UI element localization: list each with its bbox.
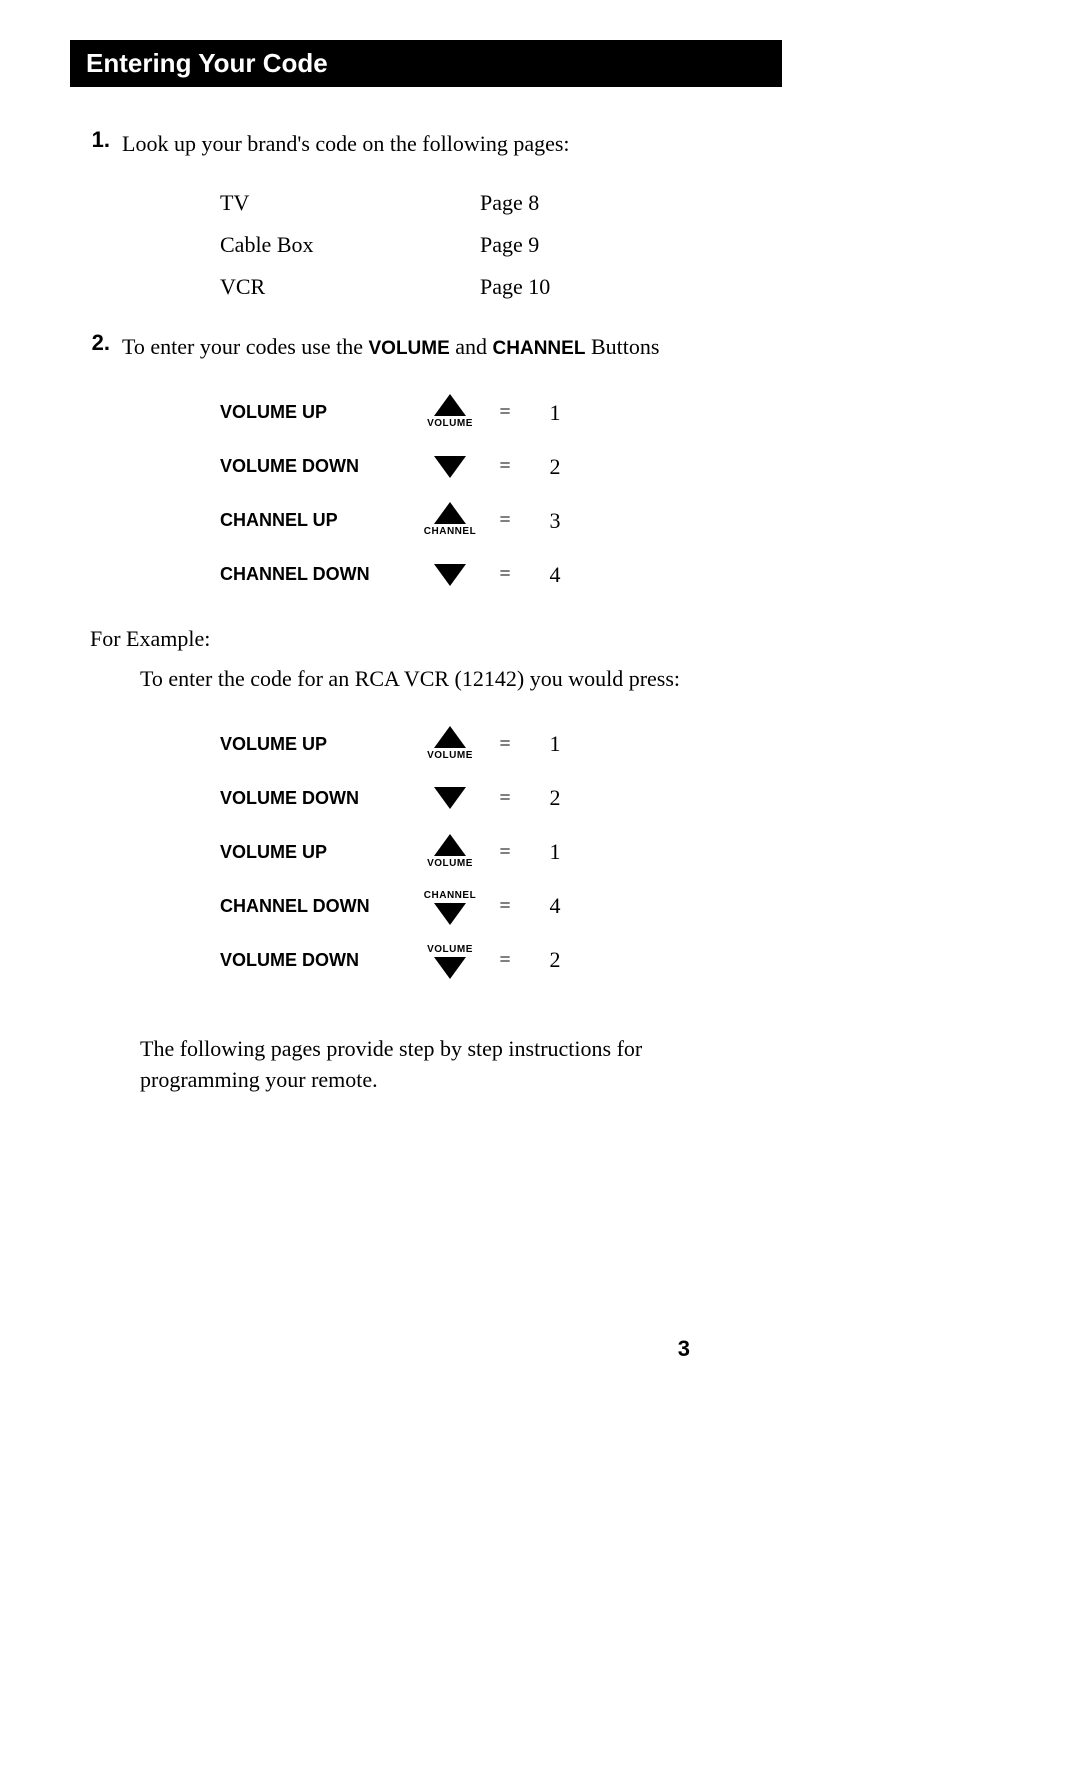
table-row: VOLUME DOWN VOLUME =2 bbox=[220, 936, 1010, 984]
equals-sign: = bbox=[480, 401, 530, 424]
example-line: To enter the code for an RCA VCR (12142)… bbox=[140, 664, 1010, 695]
button-label: VOLUME DOWN bbox=[220, 950, 420, 971]
equals-sign: = bbox=[480, 563, 530, 586]
text-part: To enter your codes use the bbox=[122, 334, 369, 359]
digit-value: 1 bbox=[530, 839, 580, 865]
table-row: TV Page 8 bbox=[220, 190, 1010, 216]
closing-text: The following pages provide step by step… bbox=[140, 1034, 760, 1096]
button-label: VOLUME UP bbox=[220, 842, 420, 863]
digit-value: 2 bbox=[530, 454, 580, 480]
section-header: Entering Your Code bbox=[70, 40, 782, 87]
triangle-up-icon: VOLUME bbox=[420, 834, 480, 871]
triangle-down-icon bbox=[434, 787, 466, 809]
example-button-table: VOLUME UPVOLUME=1VOLUME DOWN=2VOLUME UPV… bbox=[220, 720, 1010, 984]
button-label: VOLUME UP bbox=[220, 734, 420, 755]
table-row: Cable Box Page 9 bbox=[220, 232, 1010, 258]
triangle-up-icon bbox=[434, 726, 466, 748]
icon-caption: VOLUME bbox=[427, 418, 473, 429]
step-number: 1. bbox=[70, 127, 110, 153]
digit-value: 3 bbox=[530, 508, 580, 534]
brand-name: Cable Box bbox=[220, 232, 480, 258]
triangle-up-icon: VOLUME bbox=[420, 726, 480, 763]
brand-page: Page 8 bbox=[480, 190, 600, 216]
table-row: VOLUME DOWN =2 bbox=[220, 774, 1010, 822]
triangle-down-icon: CHANNEL bbox=[420, 888, 480, 925]
triangle-down-icon bbox=[434, 456, 466, 478]
bold-text: VOLUME bbox=[369, 338, 450, 359]
brand-page: Page 10 bbox=[480, 274, 600, 300]
digit-value: 2 bbox=[530, 785, 580, 811]
table-row: CHANNEL UP CHANNEL =3 bbox=[220, 497, 1010, 545]
equals-sign: = bbox=[480, 509, 530, 532]
equals-sign: = bbox=[480, 787, 530, 810]
icon-caption: VOLUME bbox=[427, 858, 473, 869]
equals-sign: = bbox=[480, 455, 530, 478]
icon-caption: VOLUME bbox=[427, 750, 473, 761]
triangle-down-icon bbox=[434, 957, 466, 979]
digit-value: 4 bbox=[530, 562, 580, 588]
icon-caption: VOLUME bbox=[427, 944, 473, 955]
button-label: VOLUME DOWN bbox=[220, 788, 420, 809]
brand-name: TV bbox=[220, 190, 480, 216]
step-1: 1. Look up your brand's code on the foll… bbox=[70, 127, 1010, 160]
digit-value: 1 bbox=[530, 731, 580, 757]
triangle-down-icon bbox=[434, 903, 466, 925]
digit-value: 2 bbox=[530, 947, 580, 973]
triangle-up-icon: CHANNEL bbox=[420, 502, 480, 539]
button-label: CHANNEL UP bbox=[220, 510, 420, 531]
button-mapping-table: VOLUME UPVOLUME=1VOLUME DOWN=2CHANNEL UP… bbox=[220, 389, 1010, 599]
step-text: Look up your brand's code on the followi… bbox=[122, 127, 1010, 160]
triangle-up-icon bbox=[434, 394, 466, 416]
icon-caption: CHANNEL bbox=[424, 890, 476, 901]
triangle-down-icon bbox=[420, 456, 480, 478]
page-number: 3 bbox=[70, 1336, 690, 1362]
equals-sign: = bbox=[480, 841, 530, 864]
step-text: To enter your codes use the VOLUME and C… bbox=[122, 330, 1010, 364]
page: Entering Your Code 1. Look up your brand… bbox=[0, 0, 1080, 1422]
step-number: 2. bbox=[70, 330, 110, 356]
example-heading: For Example: bbox=[90, 624, 1010, 655]
digit-value: 1 bbox=[530, 400, 580, 426]
triangle-down-icon: VOLUME bbox=[420, 942, 480, 979]
triangle-down-icon bbox=[420, 564, 480, 586]
text-part: and bbox=[450, 334, 493, 359]
table-row: CHANNEL DOWN CHANNEL =4 bbox=[220, 882, 1010, 930]
button-label: VOLUME DOWN bbox=[220, 456, 420, 477]
triangle-up-icon: VOLUME bbox=[420, 394, 480, 431]
button-label: CHANNEL DOWN bbox=[220, 896, 420, 917]
triangle-up-icon bbox=[434, 502, 466, 524]
digit-value: 4 bbox=[530, 893, 580, 919]
table-row: VCR Page 10 bbox=[220, 274, 1010, 300]
text-part: Buttons bbox=[585, 334, 659, 359]
triangle-up-icon bbox=[434, 834, 466, 856]
table-row: VOLUME UP VOLUME =1 bbox=[220, 828, 1010, 876]
table-row: VOLUME UP VOLUME =1 bbox=[220, 389, 1010, 437]
button-label: VOLUME UP bbox=[220, 402, 420, 423]
bold-text: CHANNEL bbox=[493, 338, 586, 359]
icon-caption: CHANNEL bbox=[424, 526, 476, 537]
equals-sign: = bbox=[480, 733, 530, 756]
brand-code-table: TV Page 8 Cable Box Page 9 VCR Page 10 bbox=[220, 190, 1010, 300]
equals-sign: = bbox=[480, 895, 530, 918]
table-row: VOLUME DOWN =2 bbox=[220, 443, 1010, 491]
step-2: 2. To enter your codes use the VOLUME an… bbox=[70, 330, 1010, 364]
triangle-down-icon bbox=[420, 787, 480, 809]
table-row: VOLUME UP VOLUME =1 bbox=[220, 720, 1010, 768]
equals-sign: = bbox=[480, 949, 530, 972]
brand-name: VCR bbox=[220, 274, 480, 300]
triangle-down-icon bbox=[434, 564, 466, 586]
table-row: CHANNEL DOWN =4 bbox=[220, 551, 1010, 599]
brand-page: Page 9 bbox=[480, 232, 600, 258]
button-label: CHANNEL DOWN bbox=[220, 564, 420, 585]
